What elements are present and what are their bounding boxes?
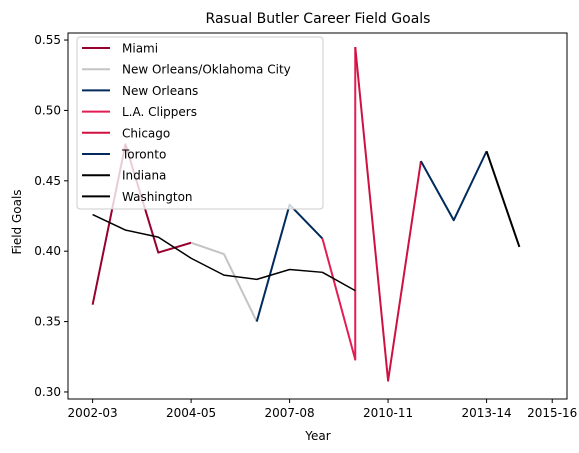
legend: Miami New Orleans/Oklahoma City New Orlean… — [76, 36, 324, 210]
y-axis-label: Field Goals — [10, 189, 24, 254]
y-tick-label: 0.50 — [34, 103, 61, 117]
x-tick-label: 2015-16 — [527, 406, 577, 420]
series-line-washington — [92, 213, 356, 292]
legend-label: Washington — [122, 190, 193, 204]
series-line-l-a-clippers — [321, 47, 357, 361]
chart-title: Rasual Butler Career Field Goals — [206, 11, 431, 27]
x-tick-label: 2002-03 — [68, 406, 118, 420]
y-axis: 0.30 0.35 0.40 0.45 0.50 0.55 — [34, 33, 68, 399]
series-line-chicago — [354, 46, 422, 382]
series-line-toronto — [420, 150, 488, 222]
y-tick-label: 0.35 — [34, 315, 61, 329]
legend-label: Miami — [122, 42, 158, 56]
legend-label: Toronto — [121, 148, 166, 162]
legend-box — [76, 36, 324, 210]
x-axis: 2002-03 2004-05 2007-08 2010-11 2013-14 2015-… — [68, 399, 577, 420]
legend-label: New Orleans/Oklahoma City — [122, 63, 291, 77]
y-tick-label: 0.40 — [34, 244, 61, 258]
x-tick-label: 2010-11 — [363, 406, 413, 420]
y-tick-label: 0.55 — [34, 33, 61, 47]
series-line-new-orleans-oklahoma-city — [190, 241, 258, 323]
legend-label: Indiana — [122, 169, 166, 183]
x-tick-label: 2007-08 — [265, 406, 315, 420]
y-tick-label: 0.30 — [34, 385, 61, 399]
series-line-new-orleans — [255, 203, 324, 322]
legend-label: Chicago — [122, 126, 170, 140]
series-line-indiana — [485, 150, 521, 248]
x-axis-label: Year — [304, 429, 330, 443]
y-tick-label: 0.45 — [34, 174, 61, 188]
plot-area — [91, 46, 521, 382]
legend-label: New Orleans — [122, 84, 198, 98]
plot-frame — [67, 32, 568, 400]
x-tick-label: 2013-14 — [461, 406, 511, 420]
x-tick-label: 2004-05 — [166, 406, 216, 420]
legend-label: L.A. Clippers — [122, 105, 197, 119]
